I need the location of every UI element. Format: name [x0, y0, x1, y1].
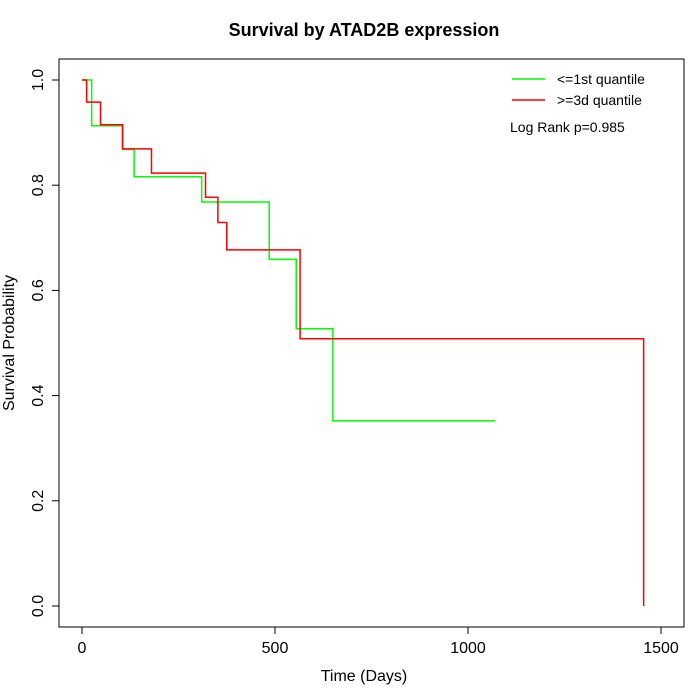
log-rank-annotation: Log Rank p=0.985 — [510, 119, 625, 135]
x-axis: 0 500 1000 1500 — [78, 626, 679, 657]
y-tick-label: 1.0 — [30, 69, 47, 91]
y-tick-label: 0.0 — [30, 595, 47, 617]
y-tick-label: 0.8 — [30, 174, 47, 196]
y-tick-label: 0.2 — [30, 490, 47, 512]
series-line-0 — [82, 79, 496, 422]
plot-frame — [58, 58, 685, 628]
x-tick-label: 1500 — [643, 640, 679, 657]
series-line-1 — [82, 79, 645, 606]
y-tick-label: 0.6 — [30, 279, 47, 301]
legend-label-1: >=3d quantile — [557, 92, 642, 108]
x-tick-label: 1000 — [450, 640, 486, 657]
x-axis-label: Time (Days) — [321, 668, 408, 685]
y-axis-label: Survival Probability — [1, 275, 18, 411]
y-tick-label: 0.4 — [30, 384, 47, 406]
x-tick-label: 500 — [262, 640, 289, 657]
legend-label-0: <=1st quantile — [557, 71, 645, 87]
series-group — [82, 79, 645, 606]
chart-title: Survival by ATAD2B expression — [229, 20, 500, 40]
legend: <=1st quantile >=3d quantile — [512, 71, 645, 108]
x-tick-label: 0 — [78, 640, 87, 657]
y-axis: 0.0 0.2 0.4 0.6 0.8 1.0 — [30, 69, 60, 617]
